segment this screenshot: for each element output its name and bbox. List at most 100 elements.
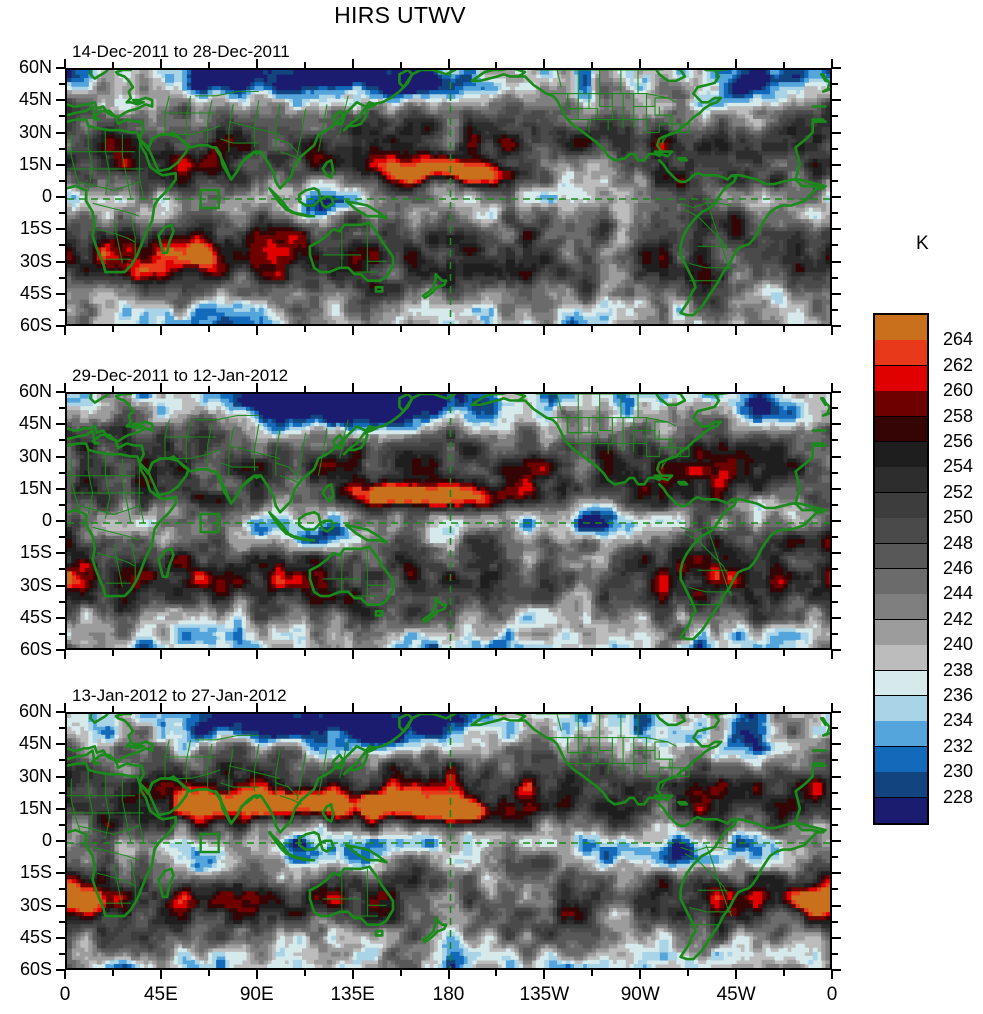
- x-tick-major: [543, 383, 546, 392]
- y-tick-minor: [832, 568, 838, 571]
- x-tick-minor: [399, 970, 402, 976]
- y-tick-minor: [832, 439, 838, 442]
- y-tick-minor: [832, 600, 838, 603]
- y-tick-major-right: [832, 969, 841, 971]
- y-tick-major: [56, 936, 65, 939]
- reference-lines: [67, 714, 830, 968]
- y-tick-minor: [832, 407, 838, 410]
- y-tick-minor: [832, 147, 838, 150]
- x-tick-minor: [303, 62, 306, 68]
- y-axis-tick-label: 0: [41, 186, 52, 206]
- y-tick-minor: [832, 276, 838, 279]
- y-tick-major: [56, 391, 65, 393]
- x-tick-major: [830, 970, 833, 979]
- map-panel-3: [65, 712, 832, 970]
- y-tick-major: [56, 775, 65, 778]
- x-tick-major: [255, 59, 258, 68]
- x-tick-major: [64, 59, 66, 68]
- colorbar-swatch: [875, 365, 927, 392]
- colorbar-swatch: [875, 518, 927, 545]
- y-tick-major-right: [832, 616, 841, 619]
- x-tick-major: [64, 383, 66, 392]
- y-tick-major: [56, 616, 65, 619]
- x-tick-major: [64, 970, 66, 979]
- panel-title-1: 14-Dec-2011 to 28-Dec-2011: [72, 42, 290, 61]
- x-tick-minor: [303, 650, 306, 656]
- y-tick-major: [56, 743, 65, 746]
- y-axis-tick-label: 15S: [19, 542, 52, 563]
- y-tick-minor: [59, 308, 65, 311]
- x-tick-major: [830, 703, 833, 712]
- colorbar-tick-label: 228: [943, 786, 974, 807]
- colorbar-swatch: [875, 670, 927, 697]
- y-tick-minor: [59, 568, 65, 571]
- x-axis-tick-label: 135W: [519, 984, 570, 1005]
- y-axis-tick-label: 15N: [18, 477, 52, 498]
- x-tick-minor: [399, 706, 402, 712]
- x-tick-minor: [111, 386, 114, 392]
- y-tick-major: [56, 163, 65, 166]
- x-tick-major: [255, 650, 258, 659]
- x-tick-minor: [207, 706, 210, 712]
- y-tick-minor: [59, 83, 65, 86]
- y-tick-major-right: [832, 872, 841, 875]
- x-tick-minor: [783, 706, 786, 712]
- colorbar-swatch: [875, 467, 927, 494]
- x-tick-minor: [591, 386, 594, 392]
- y-axis-tick-label: 60S: [19, 315, 52, 335]
- y-tick-minor: [59, 791, 65, 794]
- x-axis-tick-label: 90W: [620, 984, 660, 1005]
- x-tick-major: [255, 383, 258, 392]
- y-tick-major: [56, 292, 65, 295]
- y-tick-major-right: [832, 711, 841, 713]
- x-tick-minor: [591, 650, 594, 656]
- colorbar-tick-label: 262: [943, 354, 974, 375]
- colorbar-tick-label: 264: [943, 329, 974, 350]
- colorbar: [873, 313, 929, 825]
- colorbar-tick-label: 232: [943, 735, 974, 756]
- y-tick-minor: [59, 759, 65, 762]
- x-tick-minor: [111, 650, 114, 656]
- x-tick-major: [447, 326, 450, 335]
- y-tick-major: [56, 649, 65, 651]
- coastline-layer: [67, 394, 830, 641]
- y-tick-major: [56, 131, 65, 134]
- y-axis-tick-label: 0: [41, 510, 52, 530]
- reference-lines: [67, 394, 830, 648]
- y-tick-minor: [59, 407, 65, 410]
- y-tick-major: [56, 840, 65, 842]
- y-axis-tick-label: 45N: [18, 733, 52, 754]
- y-tick-major: [56, 552, 65, 555]
- y-tick-major: [56, 67, 65, 69]
- contour-fill-layer: [67, 394, 830, 648]
- colorbar-swatch: [875, 543, 927, 570]
- y-tick-minor: [59, 115, 65, 118]
- y-tick-minor: [59, 179, 65, 182]
- y-tick-major: [56, 807, 65, 810]
- y-tick-major-right: [832, 904, 841, 907]
- x-tick-major: [159, 326, 162, 335]
- y-tick-major: [56, 584, 65, 587]
- y-tick-minor: [59, 212, 65, 215]
- x-tick-minor: [687, 326, 690, 332]
- y-tick-major-right: [832, 552, 841, 555]
- colorbar-tick-label: 244: [943, 583, 974, 604]
- y-axis-tick-label: 15S: [19, 218, 52, 239]
- x-tick-major: [351, 59, 354, 68]
- x-axis-tick-label: 135E: [330, 984, 375, 1005]
- x-tick-major: [447, 970, 450, 979]
- colorbar-tick-label: 256: [943, 431, 974, 451]
- x-tick-minor: [783, 970, 786, 976]
- x-tick-minor: [495, 970, 498, 976]
- colorbar-swatch: [875, 391, 927, 418]
- x-tick-minor: [591, 706, 594, 712]
- panel-title-3: 13-Jan-2012 to 27-Jan-2012: [72, 686, 287, 705]
- x-tick-minor: [687, 650, 690, 656]
- x-tick-major: [447, 650, 450, 659]
- colorbar-tick-label: 254: [943, 456, 974, 477]
- y-tick-minor: [832, 308, 838, 311]
- x-tick-minor: [495, 386, 498, 392]
- x-tick-minor: [783, 62, 786, 68]
- x-axis-tick-label: 0: [826, 984, 838, 1005]
- x-tick-major: [64, 650, 66, 659]
